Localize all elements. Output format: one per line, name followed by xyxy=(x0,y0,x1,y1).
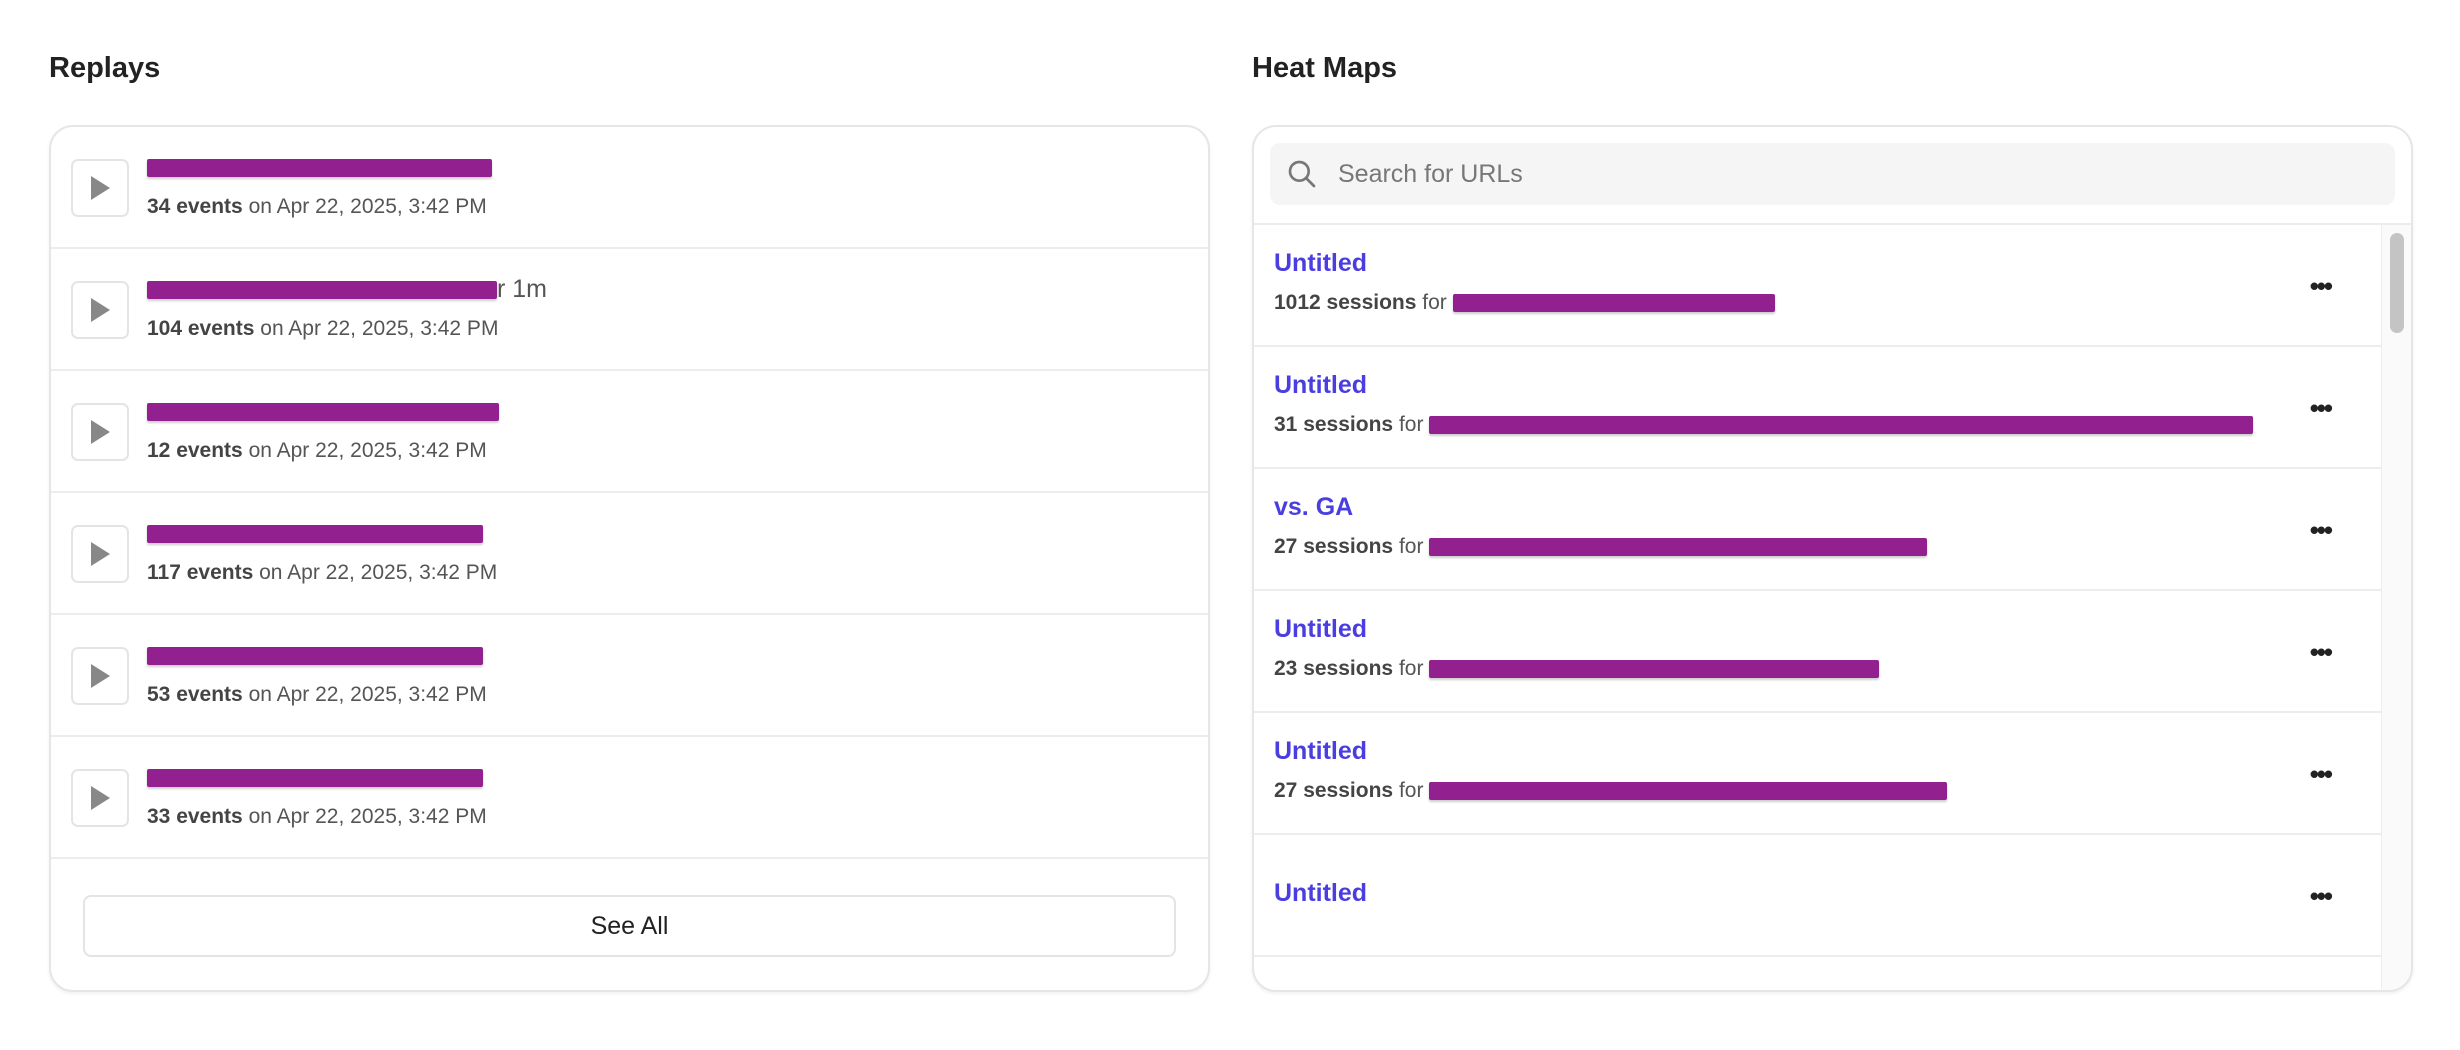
replay-row[interactable]: 53 events on Apr 22, 2025, 3:42 PM xyxy=(51,615,1208,737)
redaction-bar xyxy=(1429,416,2254,435)
more-options-icon[interactable]: ••• xyxy=(2309,271,2333,301)
heatmap-title-link[interactable]: Untitled xyxy=(1274,249,1368,277)
replay-meta: 53 events on Apr 22, 2025, 3:42 PM xyxy=(147,683,487,706)
play-button[interactable] xyxy=(71,525,129,583)
search-box xyxy=(1270,143,2395,205)
heatmaps-title: Heat Maps xyxy=(1252,52,1398,84)
more-options-icon[interactable]: ••• xyxy=(2309,515,2333,545)
play-icon xyxy=(91,176,110,200)
redaction-bar xyxy=(147,647,483,666)
heatmap-list: Untitled 1012 sessions for ••• Untitled … xyxy=(1254,223,2411,990)
replay-user-link[interactable] xyxy=(147,153,492,185)
play-icon xyxy=(91,298,110,322)
replay-meta: 34 events on Apr 22, 2025, 3:42 PM xyxy=(147,195,487,218)
redaction-bar xyxy=(1429,538,1928,557)
replay-meta: 117 events on Apr 22, 2025, 3:42 PM xyxy=(147,561,498,584)
heatmap-meta: 27 sessions for xyxy=(1274,779,1948,803)
see-all-button[interactable]: See All xyxy=(83,895,1176,957)
replay-row[interactable]: 12 events on Apr 22, 2025, 3:42 PM xyxy=(51,371,1208,493)
more-options-icon[interactable]: ••• xyxy=(2309,881,2333,911)
heatmap-row[interactable]: Untitled 23 sessions for ••• xyxy=(1254,591,2381,713)
heatmap-meta: 23 sessions for xyxy=(1274,657,1880,681)
heatmap-row[interactable]: Untitled ••• xyxy=(1254,835,2381,957)
play-button[interactable] xyxy=(71,403,129,461)
scrollbar[interactable] xyxy=(2381,225,2411,990)
redaction-bar xyxy=(147,525,483,544)
redaction-bar xyxy=(147,159,492,178)
search-icon xyxy=(1288,160,1316,188)
heatmap-title-link[interactable]: vs. GA xyxy=(1274,493,1354,521)
play-button[interactable] xyxy=(71,281,129,339)
redaction-bar xyxy=(1429,782,1948,801)
play-icon xyxy=(91,664,110,688)
heatmap-row[interactable]: Untitled 1012 sessions for ••• xyxy=(1254,225,2381,347)
more-options-icon[interactable]: ••• xyxy=(2309,637,2333,667)
redaction-bar xyxy=(147,281,497,300)
redaction-bar xyxy=(147,769,483,788)
replays-title: Replays xyxy=(49,52,161,84)
heatmaps-card: Untitled 1012 sessions for ••• Untitled … xyxy=(1252,125,2413,992)
play-icon xyxy=(91,542,110,566)
heatmap-title-link[interactable]: Untitled xyxy=(1274,615,1368,643)
heatmap-meta: 1012 sessions for xyxy=(1274,291,1775,315)
replay-meta: 104 events on Apr 22, 2025, 3:42 PM xyxy=(147,317,499,340)
replay-user-link[interactable]: r 1m xyxy=(147,275,547,307)
heatmap-title-link[interactable]: Untitled xyxy=(1274,371,1368,399)
replay-meta: 12 events on Apr 22, 2025, 3:42 PM xyxy=(147,439,487,462)
scrollbar-thumb[interactable] xyxy=(2390,233,2404,333)
replay-row[interactable]: r 1m 104 events on Apr 22, 2025, 3:42 PM xyxy=(51,249,1208,371)
play-button[interactable] xyxy=(71,647,129,705)
heatmap-title-link[interactable]: Untitled xyxy=(1274,879,1368,907)
redaction-bar xyxy=(1452,294,1775,313)
heatmap-row[interactable]: vs. GA 27 sessions for ••• xyxy=(1254,469,2381,591)
heatmap-row[interactable]: Untitled 31 sessions for ••• xyxy=(1254,347,2381,469)
more-options-icon[interactable]: ••• xyxy=(2309,759,2333,789)
heatmap-meta: 31 sessions for xyxy=(1274,413,2254,437)
play-button[interactable] xyxy=(71,769,129,827)
redaction-bar xyxy=(147,403,499,422)
more-options-icon[interactable]: ••• xyxy=(2309,393,2333,423)
replay-row[interactable]: 117 events on Apr 22, 2025, 3:42 PM xyxy=(51,493,1208,615)
heatmap-title-link[interactable]: Untitled xyxy=(1274,737,1368,765)
replay-user-link[interactable] xyxy=(147,519,483,551)
heatmap-meta: 27 sessions for xyxy=(1274,535,1928,559)
replay-meta: 33 events on Apr 22, 2025, 3:42 PM xyxy=(147,805,487,828)
play-icon xyxy=(91,786,110,810)
replay-user-link[interactable] xyxy=(147,397,499,429)
search-input[interactable] xyxy=(1338,159,2395,189)
replays-card: 34 events on Apr 22, 2025, 3:42 PM r 1m … xyxy=(49,125,1210,992)
redaction-bar xyxy=(1429,660,1880,679)
play-icon xyxy=(91,420,110,444)
replay-row[interactable]: 33 events on Apr 22, 2025, 3:42 PM xyxy=(51,737,1208,859)
heatmap-row[interactable] xyxy=(1254,957,2381,990)
play-button[interactable] xyxy=(71,159,129,217)
replay-user-link[interactable] xyxy=(147,763,483,795)
replay-user-link[interactable] xyxy=(147,641,483,673)
heatmap-row[interactable]: Untitled 27 sessions for ••• xyxy=(1254,713,2381,835)
replay-row[interactable]: 34 events on Apr 22, 2025, 3:42 PM xyxy=(51,127,1208,249)
